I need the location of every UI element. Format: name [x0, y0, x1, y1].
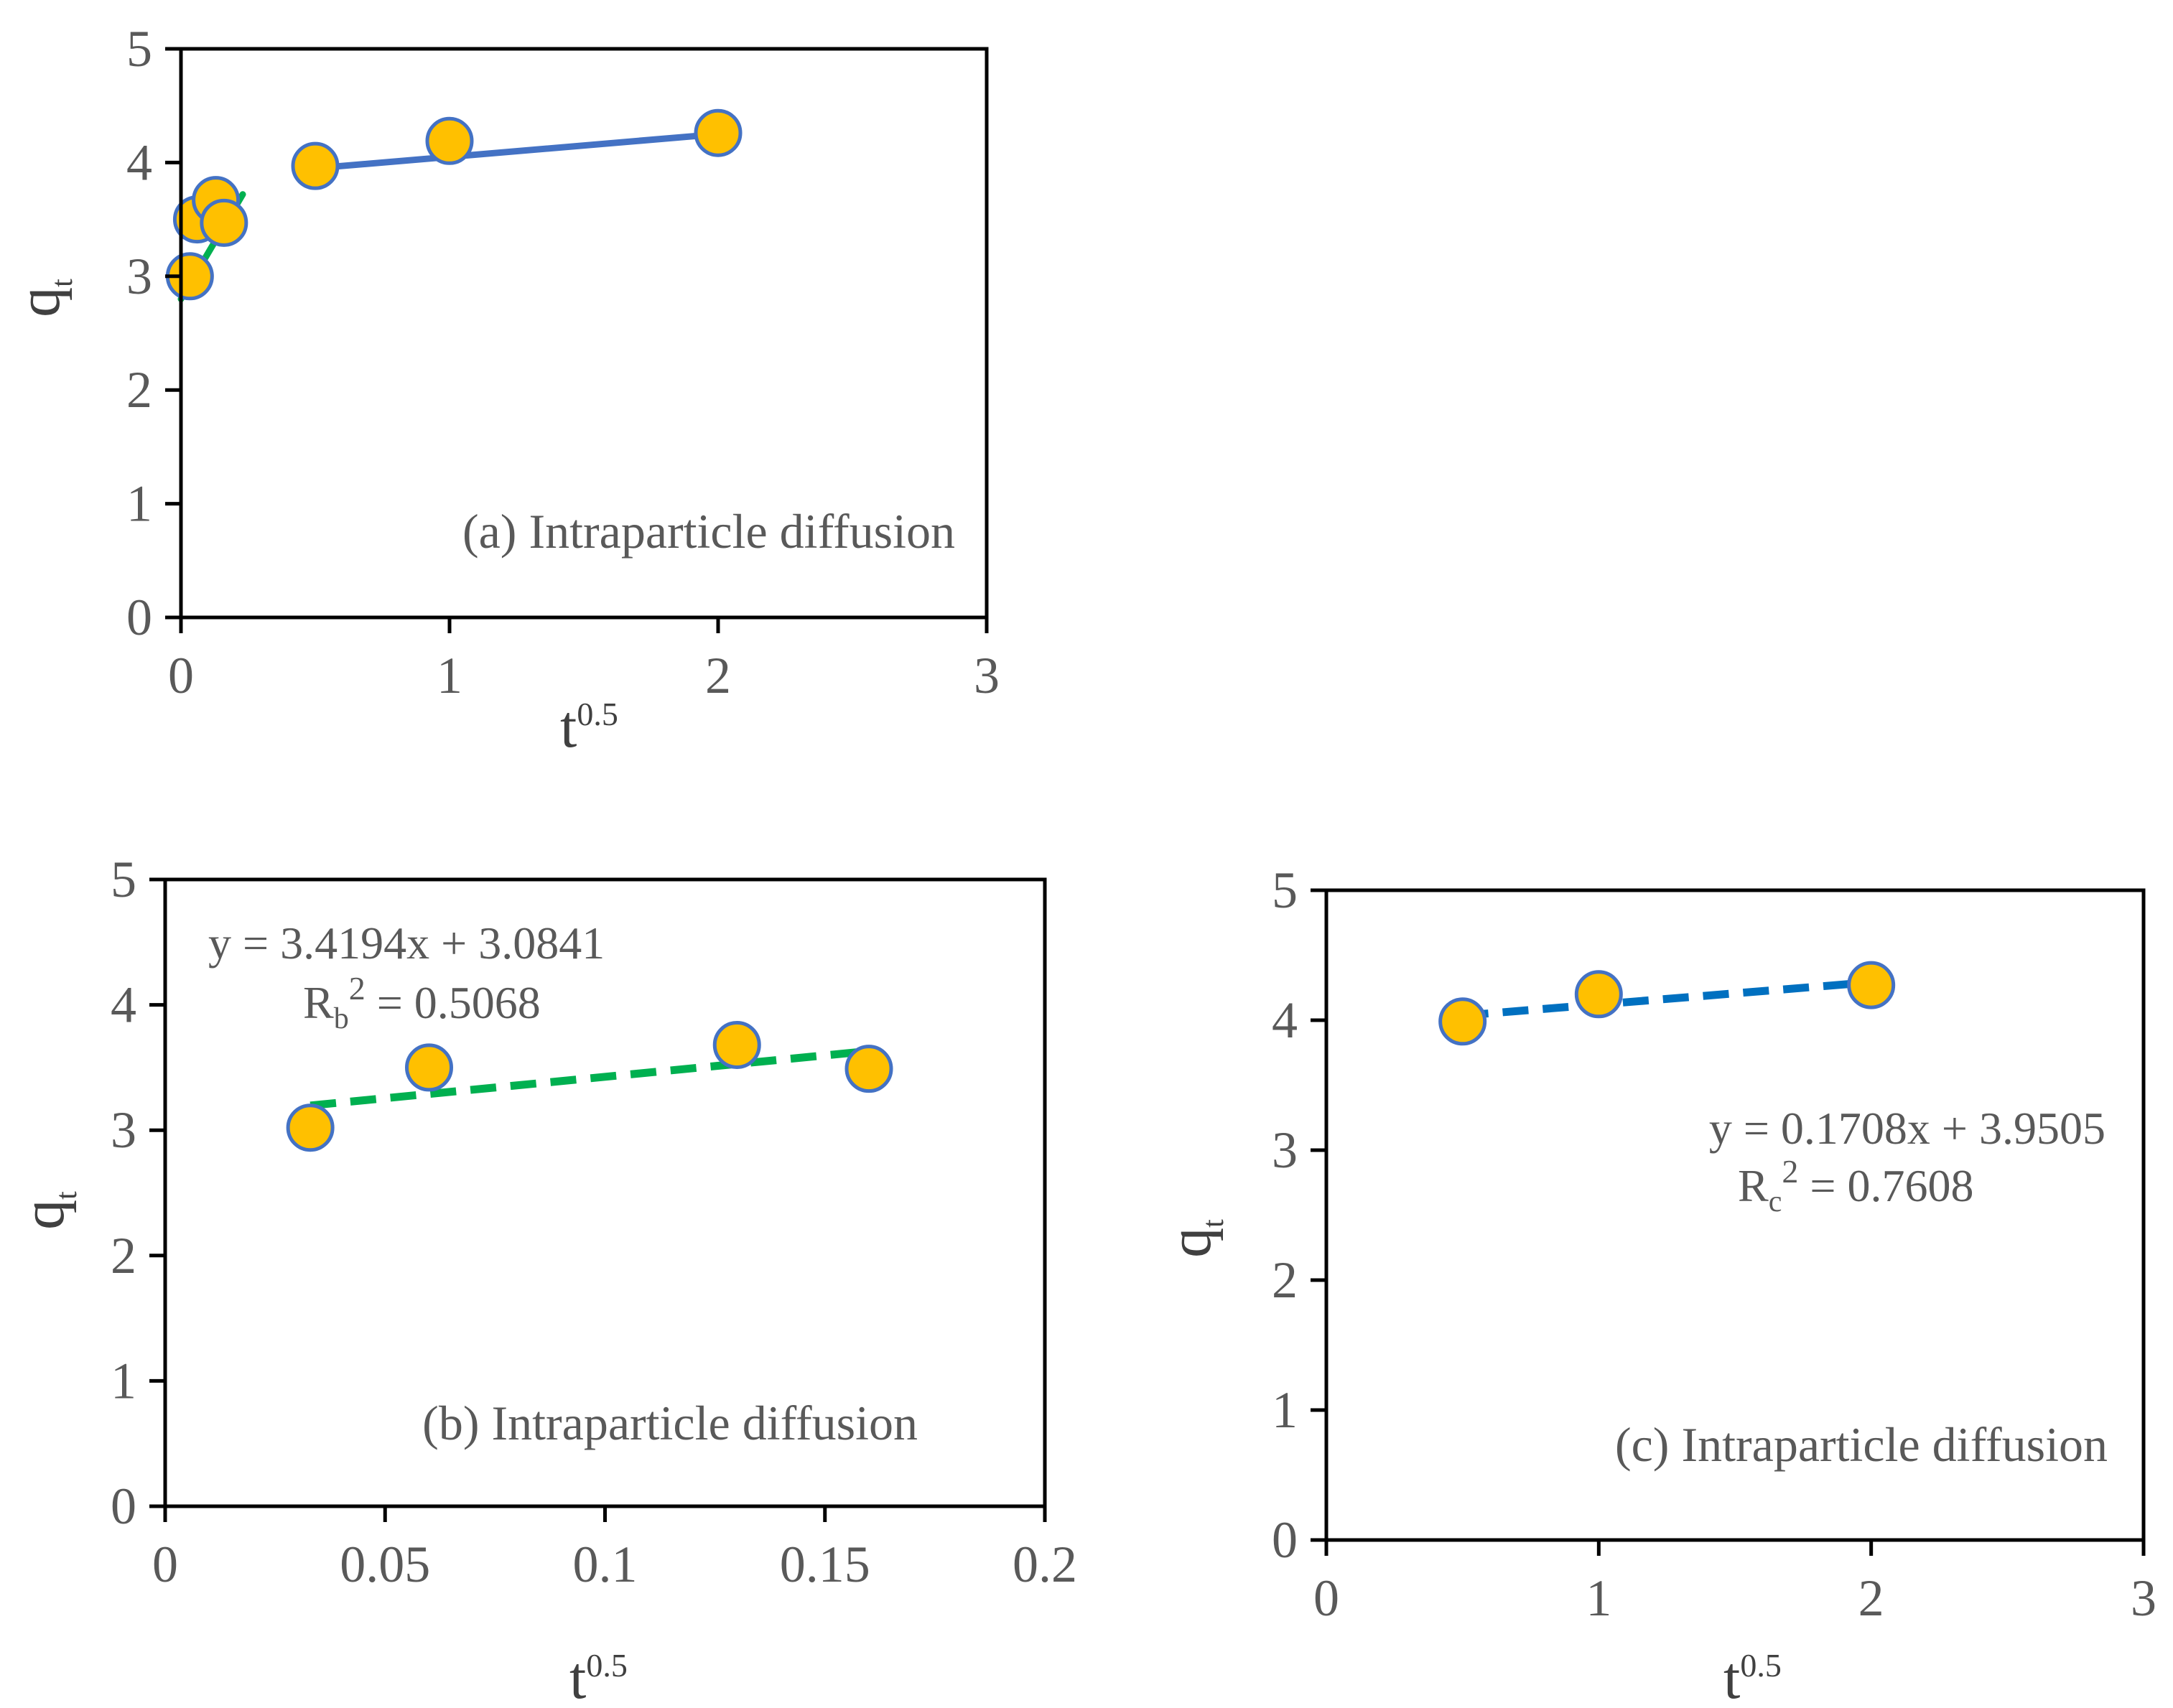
- panel-c-y-tick-label: 3: [1272, 1121, 1298, 1179]
- panel-a-x-axis-title: t0.5: [560, 694, 618, 760]
- panel-a-y-tick-label: 1: [126, 475, 152, 533]
- panel-c-r-squared: Rc2 = 0.7608: [1738, 1153, 1973, 1218]
- panel-b-title: (b) Intraparticle diffusion: [422, 1396, 918, 1450]
- panel-b-y-tick-label: 3: [111, 1101, 136, 1159]
- panel-a-y-tick-label: 4: [126, 134, 152, 191]
- panel-b-y-tick-label: 5: [111, 851, 136, 908]
- panel-b-y-tick-label: 4: [111, 976, 136, 1034]
- panel-a-y-tick-label: 5: [126, 20, 152, 78]
- panel-c: 0 1 2 3 4 5 0 1 2 3 y = 0.1708x + 3.9505 Rc2 = 0.…: [1157, 862, 2156, 1708]
- panel-a-x-tick-label: 2: [705, 647, 731, 704]
- panel-b-x-tick-label: 0.15: [780, 1536, 870, 1593]
- panel-c-x-axis-title: t0.5: [1723, 1645, 1782, 1708]
- panel-c-data-point: [1438, 997, 1487, 1046]
- panel-b-data-point: [844, 1045, 893, 1093]
- panel-b-y-tick-label: 2: [111, 1227, 136, 1284]
- panel-b-y-tick-label: 1: [111, 1352, 136, 1409]
- panel-c-data-point: [1847, 961, 1896, 1009]
- panel-b-y-tick-label: 0: [111, 1478, 136, 1535]
- panel-c-x-tick-label: 2: [1858, 1569, 1884, 1627]
- panel-a-y-tick-label: 2: [126, 361, 152, 419]
- panel-c-y-tick-label: 5: [1272, 862, 1298, 919]
- panel-b-fit-line: [310, 1047, 870, 1110]
- panel-a-fit-line: [312, 131, 722, 172]
- panel-b-x-tick-label: 0.2: [1013, 1536, 1077, 1593]
- panel-a: 0 1 2 3 4 5 0 1 2 3 (a) Intraparticle diffusion t…: [6, 20, 1000, 760]
- panel-a-y-axis-title: qt: [6, 279, 79, 317]
- panel-a-x-tick-label: 3: [974, 647, 1000, 704]
- panel-c-y-tick-label: 0: [1272, 1511, 1298, 1569]
- panel-b-x-tick-label: 0.1: [573, 1536, 638, 1593]
- panel-b-y-axis-title: qt: [10, 1191, 83, 1230]
- panel-a-data-point: [291, 141, 340, 190]
- panel-c-x-tick-label: 0: [1313, 1569, 1339, 1627]
- panel-c-fit-line: [1462, 978, 1872, 1019]
- panel-c-y-tick-label: 4: [1272, 991, 1298, 1049]
- panel-a-data-point: [425, 116, 474, 165]
- panel-b-r-squared: Rb2 = 0.5068: [303, 970, 541, 1035]
- panel-b-x-tick-label: 0: [152, 1536, 178, 1593]
- panel-b-data-point: [712, 1020, 761, 1069]
- panel-b-data-point: [405, 1043, 453, 1092]
- panel-c-x-tick-label: 3: [2131, 1569, 2156, 1627]
- panel-a-data-point: [694, 108, 743, 157]
- panel-c-title: (c) Intraparticle diffusion: [1615, 1417, 2108, 1472]
- panel-c-x-tick-label: 1: [1586, 1569, 1611, 1627]
- panel-b-x-axis-title: t0.5: [569, 1645, 628, 1708]
- panel-b-x-tick-label: 0.05: [340, 1536, 430, 1593]
- panel-c-data-point: [1574, 970, 1623, 1019]
- panel-c-y-axis-title: qt: [1157, 1219, 1230, 1258]
- panel-b-data-point: [286, 1103, 335, 1152]
- panel-b: 0 1 2 3 4 5 0 0.05 0.1 0.15 0.2 y = 3.4194x + 3.08…: [10, 851, 1077, 1708]
- panel-b-equation: y = 3.4194x + 3.0841: [208, 918, 605, 969]
- panel-a-y-tick-label: 0: [126, 589, 152, 646]
- panel-a-x-tick-label: 0: [168, 647, 194, 704]
- panel-a-data-point: [200, 198, 248, 247]
- panel-a-y-tick-label: 3: [126, 248, 152, 305]
- panel-a-x-tick-label: 1: [437, 647, 462, 704]
- panel-c-equation: y = 0.1708x + 3.9505: [1709, 1103, 2105, 1154]
- panel-c-y-tick-label: 2: [1272, 1251, 1298, 1309]
- panel-c-y-tick-label: 1: [1272, 1381, 1298, 1439]
- panel-a-title: (a) Intraparticle diffusion: [462, 504, 955, 559]
